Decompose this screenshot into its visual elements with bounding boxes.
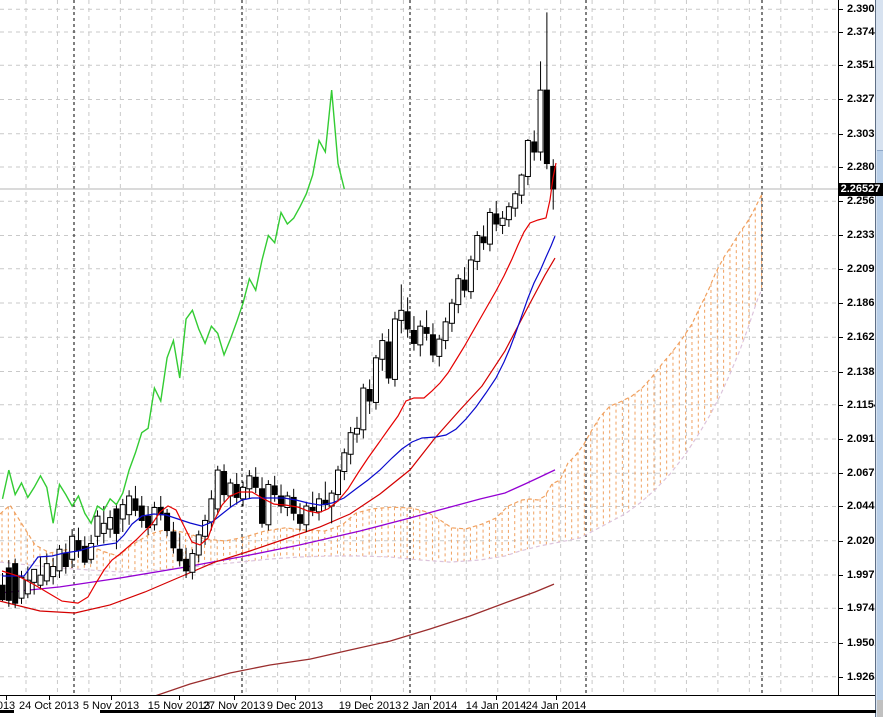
- price-tick: [839, 201, 843, 203]
- price-tick: [839, 302, 843, 304]
- price-tick: [839, 506, 843, 508]
- price-label: 2.35130: [847, 59, 883, 72]
- price-tick: [839, 540, 843, 542]
- price-label: 2.25680: [847, 195, 883, 208]
- price-label: 2.02090: [847, 534, 883, 547]
- date-label: 27 Nov 2013: [202, 700, 266, 712]
- date-tick: [111, 696, 112, 700]
- scrollbar-thumb[interactable]: [877, 150, 883, 700]
- price-tick: [839, 133, 843, 135]
- price-tick: [839, 608, 843, 610]
- date-label: 19 Dec 2013: [338, 700, 402, 712]
- date-label: 2 Jan 2014: [402, 700, 458, 712]
- bottom-window-edge: [100, 710, 876, 713]
- price-label: 2.37440: [847, 25, 883, 38]
- price-label: 2.30370: [847, 127, 883, 140]
- price-tick: [839, 473, 843, 475]
- price-tick: [839, 9, 843, 11]
- date-label: 14 Jan 2014: [465, 700, 527, 712]
- price-tick: [839, 235, 843, 237]
- price-label: 2.11540: [847, 398, 883, 411]
- date-label: 9 Dec 2013: [266, 700, 324, 712]
- price-label: 2.28060: [847, 160, 883, 173]
- price-axis: 2.39020 2.37440 2.35130 2.32750 2.30370 2.280…: [838, 0, 883, 716]
- date-tick: [49, 696, 50, 700]
- date-tick: [6, 696, 7, 700]
- date-tick: [496, 696, 497, 700]
- price-label: 2.16230: [847, 331, 883, 344]
- price-tick: [839, 99, 843, 101]
- date-tick: [430, 696, 431, 700]
- price-tick: [839, 438, 843, 440]
- bottom-window-edge-stub: [0, 710, 14, 713]
- price-tick: [839, 166, 843, 168]
- price-tick: [839, 575, 843, 576]
- price-tick: [839, 31, 843, 33]
- date-label: 013: [0, 700, 16, 712]
- current-price-badge: 2.26527: [838, 182, 883, 196]
- price-label: 2.32750: [847, 93, 883, 106]
- price-label: 2.39020: [847, 3, 883, 16]
- price-label: 2.06780: [847, 467, 883, 480]
- price-label: 1.92640: [847, 670, 883, 683]
- price-label: 1.95020: [847, 636, 883, 649]
- right-scrollbar[interactable]: [875, 0, 883, 717]
- price-label: 1.97400: [847, 602, 883, 615]
- date-label: 5 Nov 2013: [82, 700, 140, 712]
- price-tick: [839, 337, 843, 339]
- price-label: 2.04470: [847, 500, 883, 513]
- price-tick: [839, 371, 843, 373]
- price-label: 2.18610: [847, 296, 883, 309]
- date-label: 15 Nov 2013: [147, 700, 211, 712]
- date-tick: [370, 696, 371, 700]
- price-label: 2.20990: [847, 262, 883, 275]
- price-tick: [839, 642, 843, 644]
- price-tick: [839, 65, 843, 67]
- date-tick: [179, 696, 180, 700]
- price-tick: [839, 404, 843, 406]
- price-label: 1.99710: [847, 569, 883, 581]
- price-label: 2.13850: [847, 365, 883, 378]
- date-tick: [556, 696, 557, 700]
- chart-canvas[interactable]: [0, 0, 838, 695]
- price-tick: [839, 676, 843, 678]
- date-label: 24 Oct 2013: [19, 700, 79, 712]
- price-label: 2.23300: [847, 229, 883, 242]
- price-tick: [839, 268, 843, 270]
- date-label: 24 Jan 2014: [525, 700, 587, 712]
- date-tick: [295, 696, 296, 700]
- scrollbar-bottom-cap: [877, 700, 883, 717]
- price-label: 2.09160: [847, 432, 883, 445]
- date-tick: [234, 696, 235, 700]
